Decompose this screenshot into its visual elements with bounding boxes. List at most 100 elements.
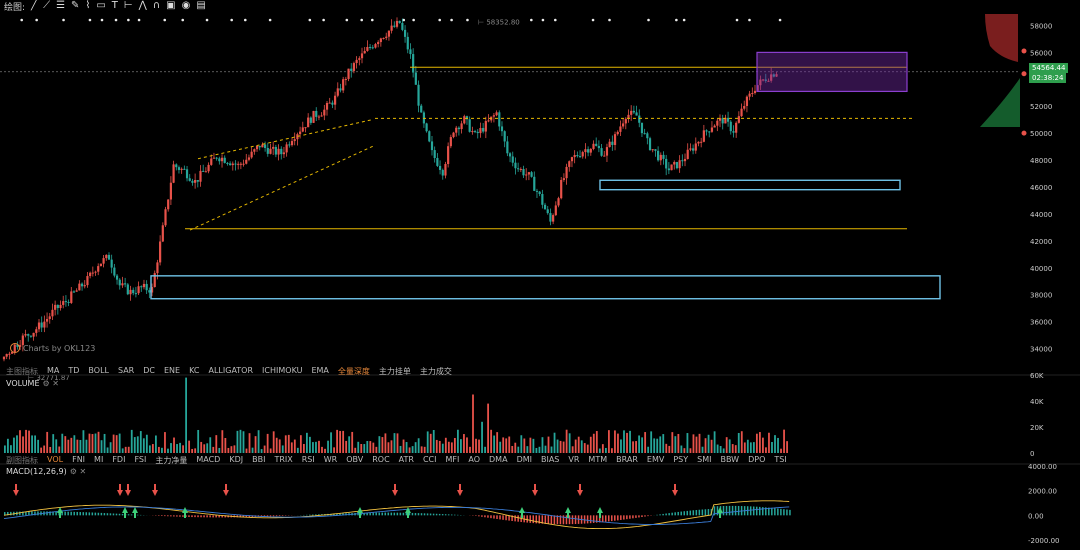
candle-body: [135, 293, 137, 294]
sub-indicator-9[interactable]: BBI: [252, 455, 265, 466]
volume-bar: [318, 441, 320, 453]
sub-indicator-10[interactable]: TRIX: [274, 455, 292, 466]
sub-indicator-4[interactable]: FDI: [112, 455, 125, 466]
lock-tool-icon[interactable]: ▣: [166, 1, 175, 11]
event-marker: [269, 19, 272, 22]
magnet-tool-icon[interactable]: ∩: [153, 1, 160, 11]
event-marker: [62, 19, 65, 22]
sub-indicator-28[interactable]: BBW: [720, 455, 739, 466]
sub-indicator-19[interactable]: DMA: [489, 455, 508, 466]
macd-histogram-bar: [46, 511, 48, 515]
macd-histogram-bar: [176, 515, 178, 516]
main-indicator-7[interactable]: KC: [189, 366, 199, 377]
candle-body: [237, 164, 239, 165]
volume-bar: [635, 441, 637, 453]
sub-indicator-25[interactable]: EMV: [647, 455, 664, 466]
sub-indicator-30[interactable]: TSI: [774, 455, 786, 466]
main-indicator-11[interactable]: 全量深度: [338, 366, 370, 377]
line-tool-icon[interactable]: ╱: [31, 1, 37, 11]
sub-indicator-26[interactable]: PSY: [673, 455, 688, 466]
main-indicator-6[interactable]: ENE: [164, 366, 180, 377]
main-indicator-9[interactable]: ICHIMOKU: [262, 366, 302, 377]
sub-indicator-24[interactable]: BRAR: [616, 455, 638, 466]
candle-body: [337, 88, 339, 95]
shape-tool-icon[interactable]: ▭: [96, 1, 105, 11]
candle-body: [329, 103, 331, 104]
sub-indicator-18[interactable]: AO: [468, 455, 480, 466]
macd-histogram-bar: [587, 515, 589, 523]
macd-histogram-bar: [478, 515, 480, 516]
sub-indicator-29[interactable]: DPO: [748, 455, 765, 466]
candle-body: [635, 112, 637, 115]
candle-body: [708, 131, 710, 132]
text-tool-icon[interactable]: T: [112, 1, 118, 11]
macd-histogram-bar: [309, 515, 311, 516]
volume-bar: [548, 437, 550, 453]
macd-histogram-bar: [680, 512, 682, 516]
macd-histogram-bar: [107, 513, 109, 515]
sub-indicator-20[interactable]: DMI: [517, 455, 532, 466]
candle-body: [43, 322, 45, 328]
sub-indicator-7[interactable]: MACD: [196, 455, 220, 466]
main-indicator-1[interactable]: MA: [47, 366, 59, 377]
main-indicator-12[interactable]: 主力挂单: [379, 366, 411, 377]
sub-indicator-6[interactable]: 主力净量: [155, 455, 187, 466]
main-indicator-10[interactable]: EMA: [311, 366, 328, 377]
sub-indicator-22[interactable]: VR: [568, 455, 579, 466]
volume-bar: [684, 448, 686, 453]
macd-histogram-bar: [197, 515, 199, 517]
gear-icon[interactable]: ⚙ ✕: [43, 379, 59, 388]
candle-body: [86, 276, 88, 285]
gear-icon[interactable]: ⚙ ✕: [70, 467, 86, 476]
candle-body: [339, 88, 341, 90]
candle-body: [555, 205, 557, 215]
volume-bar: [128, 447, 130, 453]
main-indicator-8[interactable]: ALLIGATOR: [209, 366, 254, 377]
main-indicator-2[interactable]: TD: [68, 366, 79, 377]
sub-indicator-11[interactable]: RSI: [302, 455, 315, 466]
sub-indicator-1[interactable]: VOL: [47, 455, 63, 466]
event-marker: [309, 19, 312, 22]
sub-indicator-3[interactable]: MI: [94, 455, 103, 466]
sub-indicator-23[interactable]: MTM: [588, 455, 607, 466]
brush-tool-icon[interactable]: ⌇: [85, 1, 90, 11]
candle-body: [689, 148, 691, 149]
sub-indicator-14[interactable]: ROC: [372, 455, 389, 466]
volume-bar: [554, 433, 556, 453]
sub-indicator-8[interactable]: KDJ: [229, 455, 243, 466]
sub-indicator-27[interactable]: SMI: [697, 455, 711, 466]
delete-tool-icon[interactable]: ▤: [196, 1, 205, 11]
main-indicator-5[interactable]: DC: [143, 366, 155, 377]
volume-bar: [25, 430, 27, 453]
sub-indicator-21[interactable]: BIAS: [541, 455, 559, 466]
main-indicator-4[interactable]: SAR: [118, 366, 134, 377]
ray-tool-icon[interactable]: ⟋: [43, 1, 50, 11]
sub-indicator-15[interactable]: ATR: [399, 455, 414, 466]
sub-indicator-5[interactable]: FSI: [134, 455, 146, 466]
sub-indicator-16[interactable]: CCI: [423, 455, 437, 466]
sub-indicator-12[interactable]: WR: [324, 455, 337, 466]
pen-tool-icon[interactable]: ✎: [71, 1, 79, 11]
volume-bar: [536, 448, 538, 453]
sub-indicator-2[interactable]: FNI: [72, 455, 85, 466]
macd-histogram-bar: [702, 510, 704, 516]
volume-y-tick: 40K: [1030, 398, 1044, 406]
macd-histogram-bar: [430, 514, 432, 516]
bid-depth-shape: [980, 78, 1020, 127]
volume-bar: [86, 440, 88, 453]
magnifier-icon[interactable]: [10, 343, 20, 353]
macd-histogram-bar: [726, 506, 728, 515]
sub-indicator-17[interactable]: MFI: [446, 455, 460, 466]
candle-body: [310, 118, 312, 123]
eye-tool-icon[interactable]: ◉: [182, 1, 191, 11]
pattern-tool-icon[interactable]: ⋀: [139, 1, 147, 11]
volume-bar: [363, 444, 365, 453]
sub-indicator-13[interactable]: OBV: [346, 455, 363, 466]
main-indicator-13[interactable]: 主力成交: [420, 366, 452, 377]
fib-tool-icon[interactable]: ☰: [56, 1, 65, 11]
candle-body: [84, 285, 86, 286]
measure-tool-icon[interactable]: ⊢: [124, 1, 133, 11]
candle-body: [240, 164, 242, 165]
volume-bar: [218, 448, 220, 453]
main-indicator-3[interactable]: BOLL: [88, 366, 109, 377]
